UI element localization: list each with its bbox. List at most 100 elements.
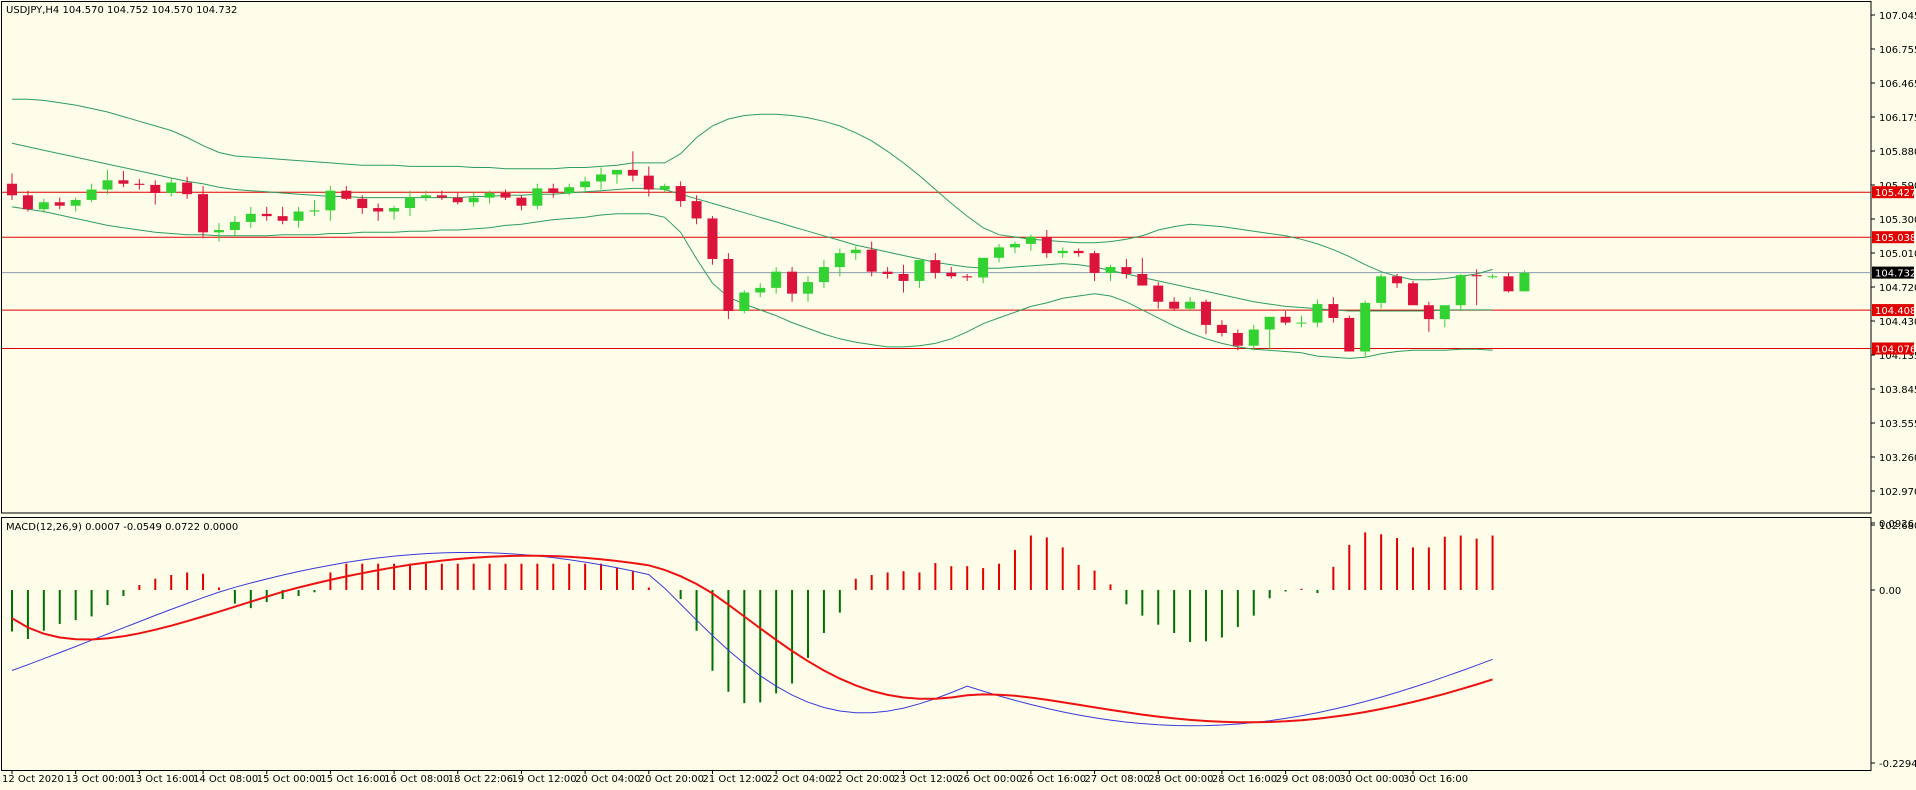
- macd-tick-label: -0.2294: [1879, 759, 1916, 770]
- price-tick-label: 107.045: [1879, 11, 1916, 22]
- candle: [1423, 301, 1434, 332]
- candle: [1471, 269, 1482, 306]
- candle: [102, 169, 113, 195]
- time-tick-label: 26 Oct 00:00: [957, 774, 1022, 785]
- price-tick-label: 102.680: [1879, 521, 1916, 532]
- candle: [1121, 258, 1132, 279]
- candle: [389, 205, 400, 220]
- candle: [7, 173, 17, 200]
- macd-tick-label: 0.0926: [1879, 519, 1914, 530]
- time-tick-label: 27 Oct 08:00: [1085, 774, 1150, 785]
- candle-body: [755, 287, 766, 293]
- time-tick-label: 26 Oct 16:00: [1021, 774, 1086, 785]
- candle-body: [787, 271, 798, 294]
- candle: [54, 197, 65, 210]
- candle: [1073, 248, 1084, 257]
- candle-body: [882, 271, 893, 274]
- candle-body: [1328, 304, 1339, 318]
- time-tick-label: 13 Oct 00:00: [66, 774, 131, 785]
- candle-body: [818, 267, 829, 283]
- candle-body: [86, 189, 97, 200]
- candle: [1392, 273, 1403, 288]
- candle-body: [229, 221, 240, 231]
- candle: [1439, 305, 1450, 328]
- candle: [1041, 230, 1052, 258]
- candle-body: [723, 258, 734, 312]
- candle: [1360, 300, 1371, 358]
- candle: [468, 193, 479, 207]
- candle: [1487, 273, 1498, 279]
- candle: [930, 253, 941, 279]
- candle-body: [389, 208, 400, 212]
- macd-axis: 0.0926 0.00 -0.2294: [1871, 519, 1916, 770]
- candle-body: [373, 208, 384, 212]
- time-tick-label: 28 Oct 00:00: [1148, 774, 1213, 785]
- candles: [7, 151, 1530, 358]
- price-tick-label: 103.555: [1879, 419, 1916, 430]
- candle-body: [1439, 305, 1450, 320]
- candle-body: [1025, 236, 1036, 244]
- price-tick-label: 106.755: [1879, 45, 1916, 56]
- candle: [452, 193, 463, 205]
- bollinger-bands: [11, 98, 1493, 359]
- time-tick-label: 12 Oct 2020: [2, 774, 64, 785]
- candle: [1296, 315, 1307, 328]
- candle: [914, 260, 925, 288]
- time-tick-label: 18 Oct 22:06: [448, 774, 513, 785]
- candle-body: [500, 193, 511, 198]
- time-tick-label: 14 Oct 08:00: [193, 774, 258, 785]
- candle: [516, 195, 527, 211]
- candle: [1025, 234, 1036, 251]
- candle: [38, 198, 49, 213]
- candle-body: [1153, 285, 1164, 302]
- candle: [532, 183, 543, 210]
- candle: [994, 243, 1005, 263]
- time-tick-label: 21 Oct 12:00: [702, 774, 767, 785]
- candle-body: [930, 260, 941, 273]
- candle: [213, 223, 224, 242]
- candle: [564, 183, 575, 196]
- candle-body: [1121, 267, 1132, 274]
- candle-body: [1201, 301, 1211, 325]
- candle-body: [1312, 304, 1323, 323]
- candle-body: [1009, 243, 1020, 248]
- candle: [325, 186, 336, 221]
- candle-body: [405, 197, 415, 209]
- candle: [580, 176, 591, 191]
- candle-body: [834, 253, 845, 268]
- candle: [1057, 247, 1068, 258]
- time-tick-label: 16 Oct 08:00: [384, 774, 449, 785]
- candle-body: [898, 273, 909, 281]
- candle: [1009, 241, 1020, 254]
- candle-body: [516, 197, 527, 206]
- level-price-tag: [1872, 186, 1914, 199]
- candle: [675, 181, 686, 207]
- candle-body: [978, 257, 989, 278]
- candle: [548, 183, 559, 198]
- candle: [293, 206, 304, 228]
- candle: [739, 290, 750, 314]
- candle-body: [564, 187, 575, 194]
- candle-body: [1455, 275, 1466, 306]
- bollinger-upper: [12, 98, 1493, 281]
- level-price-tag: [1872, 304, 1914, 317]
- candle: [1105, 264, 1116, 281]
- candle: [309, 199, 320, 217]
- candle: [596, 167, 607, 190]
- candle-body: [277, 216, 288, 221]
- candle-body: [1519, 272, 1530, 292]
- current-price-tag: [1872, 266, 1914, 279]
- candle: [22, 190, 33, 212]
- candle-body: [468, 197, 479, 203]
- candle-body: [1487, 276, 1498, 278]
- level-price-label: 104.408: [1875, 306, 1916, 317]
- candle: [834, 248, 845, 277]
- candle-body: [213, 230, 224, 233]
- candle: [1455, 273, 1466, 312]
- candle: [134, 179, 145, 190]
- candle: [1248, 324, 1259, 351]
- candle-body: [436, 195, 447, 198]
- candle: [1137, 257, 1148, 286]
